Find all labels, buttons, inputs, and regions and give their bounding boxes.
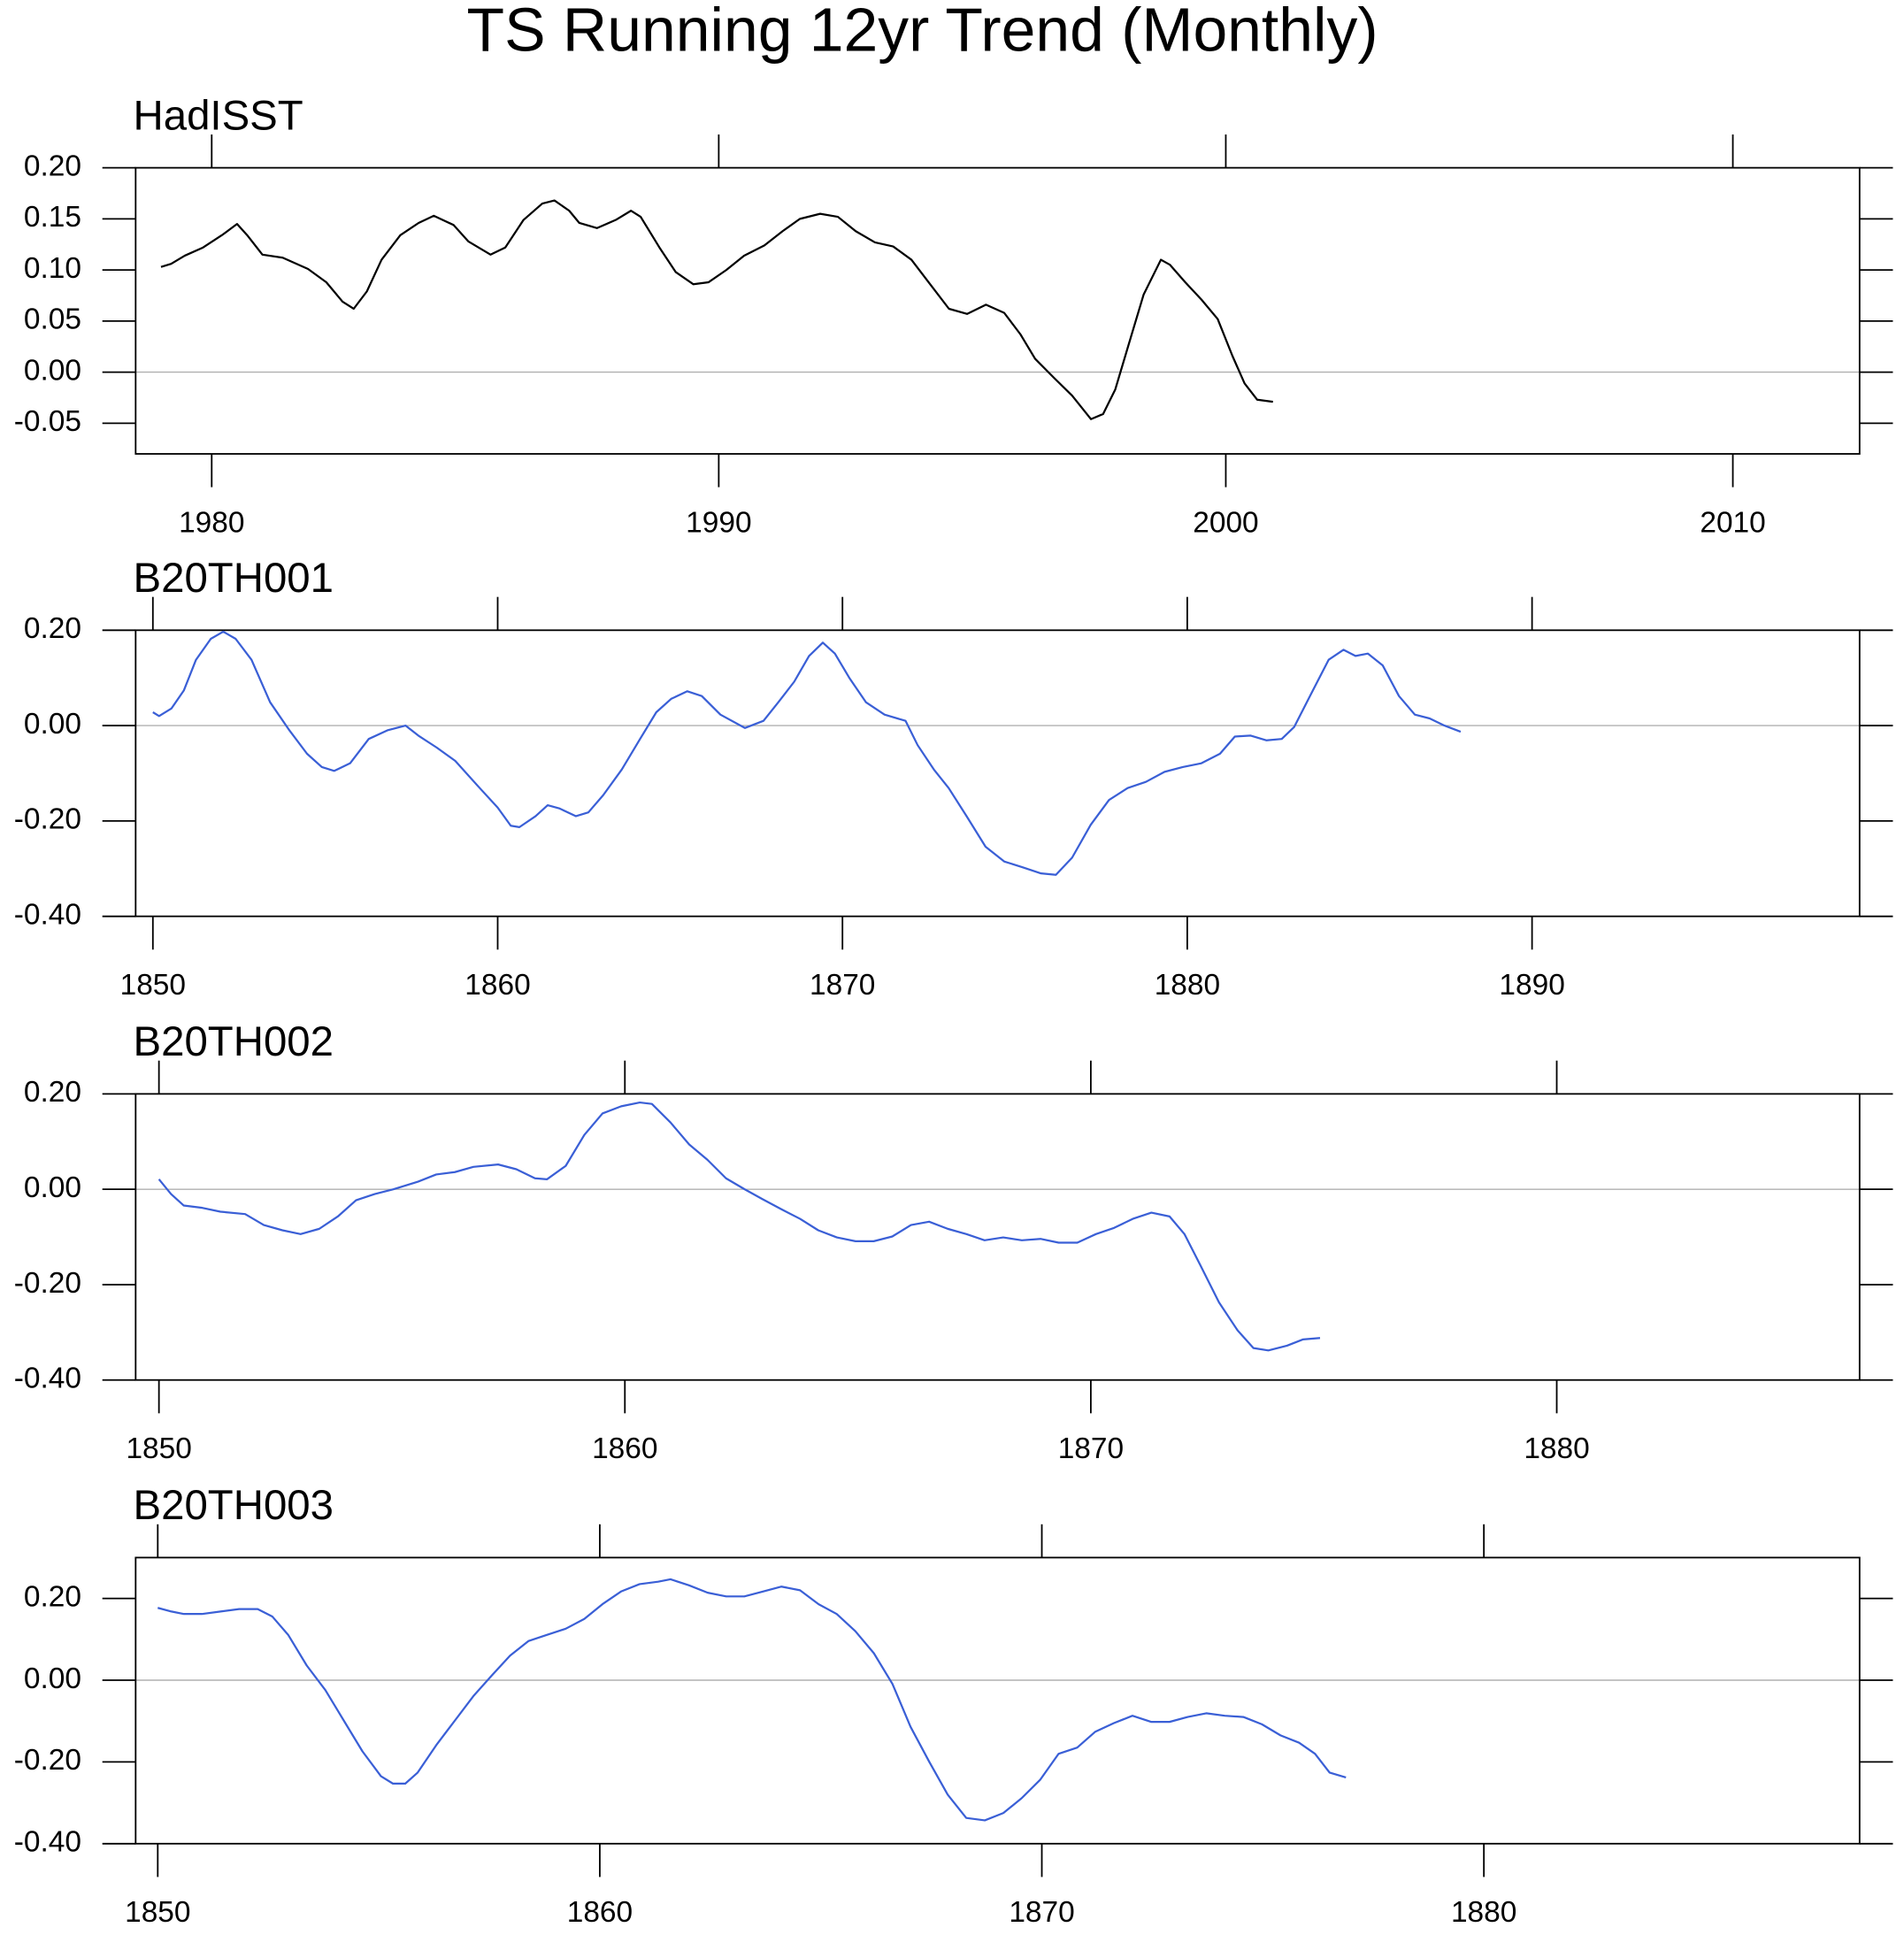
figure-title: TS Running 12yr Trend (Monthly) — [467, 0, 1378, 65]
plot-frame — [134, 166, 1861, 455]
x-tick-label: 1870 — [810, 969, 875, 1002]
plot-frame — [134, 1093, 1861, 1381]
panel-title: B20TH001 — [134, 555, 334, 602]
x-tick-label: 1990 — [686, 506, 751, 539]
x-tick-label: 1980 — [179, 506, 244, 539]
y-tick-label: -0.20 — [14, 803, 81, 836]
panel-title: B20TH003 — [134, 1482, 334, 1529]
x-tick-label: 1880 — [1451, 1896, 1516, 1929]
y-tick-label: 0.00 — [24, 354, 81, 387]
y-tick-label: -0.05 — [14, 405, 81, 438]
line-series — [157, 1101, 1321, 1352]
y-tick-label: -0.20 — [14, 1744, 81, 1777]
x-tick-label: 1880 — [1524, 1432, 1589, 1465]
line-series — [157, 1578, 1347, 1822]
x-tick-label: 1850 — [126, 1432, 191, 1465]
y-tick-label: 0.00 — [24, 1171, 81, 1204]
x-tick-label: 1860 — [592, 1432, 657, 1465]
y-tick-label: -0.40 — [14, 1363, 81, 1395]
x-tick-label: 1870 — [1009, 1896, 1074, 1929]
x-tick-label: 1850 — [125, 1896, 190, 1929]
y-tick-label: -0.40 — [14, 1826, 81, 1859]
x-tick-label: 2010 — [1700, 506, 1765, 539]
x-tick-label: 2000 — [1193, 506, 1258, 539]
x-tick-label: 1850 — [120, 969, 186, 1002]
y-tick-label: -0.40 — [14, 899, 81, 932]
line-series — [160, 199, 1273, 420]
y-tick-label: 0.15 — [24, 201, 81, 234]
y-tick-label: 0.20 — [24, 612, 81, 645]
y-tick-label: 0.20 — [24, 1076, 81, 1109]
x-tick-label: 1880 — [1155, 969, 1220, 1002]
x-tick-label: 1860 — [567, 1896, 633, 1929]
panel-title: B20TH002 — [134, 1018, 334, 1065]
panel-title: HadISST — [134, 92, 303, 139]
plot-frame — [134, 629, 1861, 918]
x-tick-label: 1890 — [1499, 969, 1564, 1002]
x-tick-label: 1860 — [464, 969, 530, 1002]
y-tick-label: 0.00 — [24, 708, 81, 741]
y-tick-label: 0.20 — [24, 150, 81, 182]
y-tick-label: -0.20 — [14, 1267, 81, 1300]
y-tick-label: 0.20 — [24, 1580, 81, 1613]
y-tick-label: 0.00 — [24, 1662, 81, 1695]
plot-frame — [134, 1556, 1861, 1845]
x-tick-label: 1870 — [1058, 1432, 1124, 1465]
y-tick-label: 0.10 — [24, 252, 81, 285]
y-tick-label: 0.05 — [24, 303, 81, 336]
line-series — [152, 630, 1462, 876]
